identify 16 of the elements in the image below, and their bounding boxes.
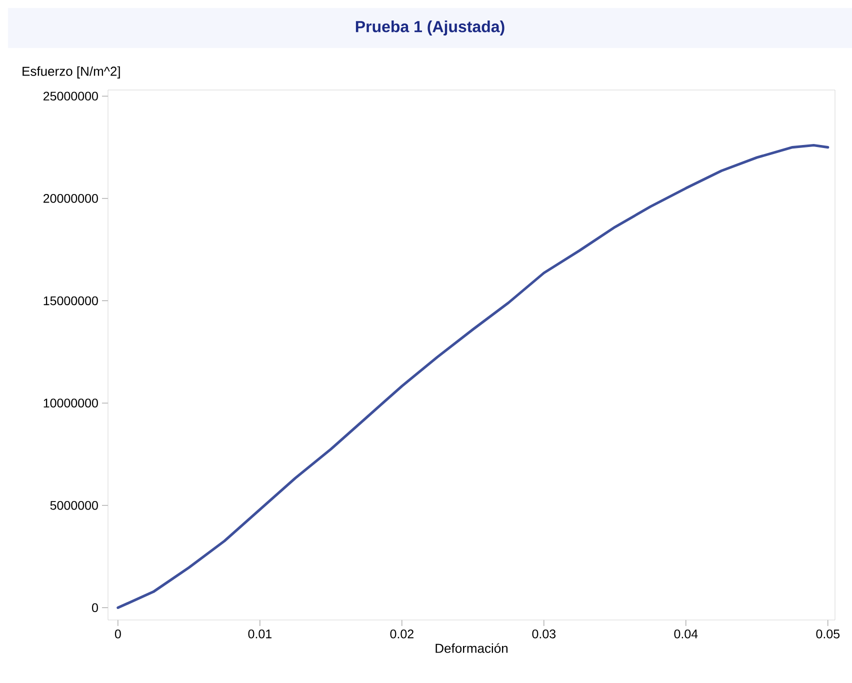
y-tick-label: 15000000 — [44, 296, 98, 306]
x-tick-label: 0.02 — [390, 630, 414, 638]
x-tick-label: 0.04 — [674, 630, 698, 638]
x-axis-title: Deformación — [436, 643, 508, 653]
y-tick-label: 5000000 — [50, 500, 98, 510]
chart-title: Prueba 1 (Ajustada) — [356, 20, 504, 36]
y-tick-label: 10000000 — [44, 398, 98, 408]
x-tick-label: 0.03 — [532, 630, 556, 638]
x-tick-label: 0.01 — [248, 630, 272, 638]
x-tick-label: 0.05 — [816, 630, 840, 638]
line-series — [116, 144, 830, 610]
y-tick-label: 0 — [92, 603, 98, 612]
y-tick-label: 25000000 — [43, 92, 98, 101]
y-axis-title: Esfuerzo [N/m^2] — [22, 66, 120, 78]
x-tick-label: 0 — [114, 630, 121, 638]
y-tick-label: 20000000 — [43, 194, 98, 203]
